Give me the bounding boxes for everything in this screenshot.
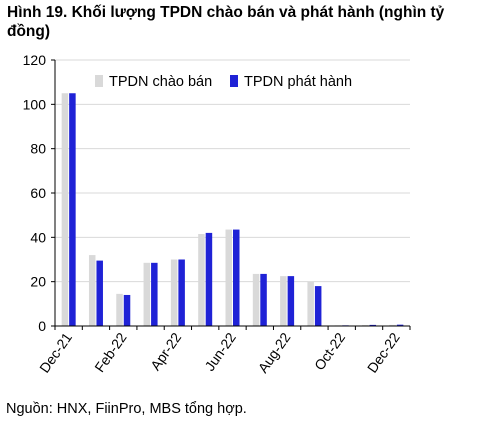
bar-offered-Jun-22 xyxy=(225,229,232,326)
bar-issued-Dec-21 xyxy=(69,93,76,326)
bar-offered-Sep-22 xyxy=(307,281,314,326)
bar-issued-Jul-22 xyxy=(260,273,267,326)
x-tick-label: Aug-22 xyxy=(255,329,294,375)
x-tick-label: Apr-22 xyxy=(147,329,184,373)
y-axis-ticks: 0 20 40 60 80 100 120 xyxy=(23,52,55,334)
bars xyxy=(61,93,404,327)
bar-offered-Jan-22 xyxy=(88,255,96,326)
legend: TPDN chào bán TPDN phát hành xyxy=(95,74,352,90)
bar-offered-May-22 xyxy=(198,234,205,326)
grid-lines xyxy=(55,59,410,283)
y-tick-label: 120 xyxy=(23,52,47,68)
bar-issued-Feb-22 xyxy=(123,294,131,326)
y-tick-label: 40 xyxy=(30,229,46,245)
bar-offered-Dec-22 xyxy=(389,324,396,326)
x-tick-label: Dec-21 xyxy=(36,329,75,375)
bar-issued-Mar-22 xyxy=(151,262,158,326)
bar-issued-Apr-22 xyxy=(178,259,185,326)
bar-issued-Aug-22 xyxy=(287,276,295,326)
x-axis-ticks: Dec-21 Feb-22 Apr-22 Jun-22 Aug-22 Oct-22 Dec-… xyxy=(36,326,411,376)
bar-offered-Dec-21 xyxy=(61,93,69,326)
bar-offered-Feb-22 xyxy=(116,293,123,326)
chart-title: Hình 19. Khối lượng TPDN chào bán và phá… xyxy=(7,4,445,40)
bar-offered-Aug-22 xyxy=(280,276,287,326)
y-tick-label: 20 xyxy=(30,274,46,290)
legend-swatch xyxy=(95,75,103,87)
x-tick-label: Jun-22 xyxy=(201,329,239,373)
y-tick-label: 80 xyxy=(30,141,46,157)
source-note: Nguồn: HNX, FiinPro, MBS tổng hợp. xyxy=(6,401,247,417)
bar-issued-Jun-22 xyxy=(233,229,240,326)
bar-issued-Dec-22 xyxy=(396,324,404,326)
bar-issued-May-22 xyxy=(205,232,213,326)
legend-label: TPDN chào bán xyxy=(109,74,212,90)
bar-issued-Jan-22 xyxy=(96,260,103,326)
bar-offered-Jul-22 xyxy=(252,273,260,326)
y-tick-label: 100 xyxy=(23,96,47,112)
x-tick-label: Oct-22 xyxy=(311,329,348,373)
bar-issued-Sep-22 xyxy=(314,286,322,326)
x-tick-label: Dec-22 xyxy=(364,329,403,375)
y-tick-label: 60 xyxy=(30,185,46,201)
x-tick-label: Feb-22 xyxy=(91,329,130,375)
bar-offered-Apr-22 xyxy=(170,259,178,326)
y-tick-label: 0 xyxy=(38,318,46,334)
bar-offered-Mar-22 xyxy=(143,262,151,326)
legend-swatch xyxy=(230,75,238,87)
legend-label: TPDN phát hành xyxy=(244,74,352,90)
bar-issued-Nov-22 xyxy=(369,324,377,326)
